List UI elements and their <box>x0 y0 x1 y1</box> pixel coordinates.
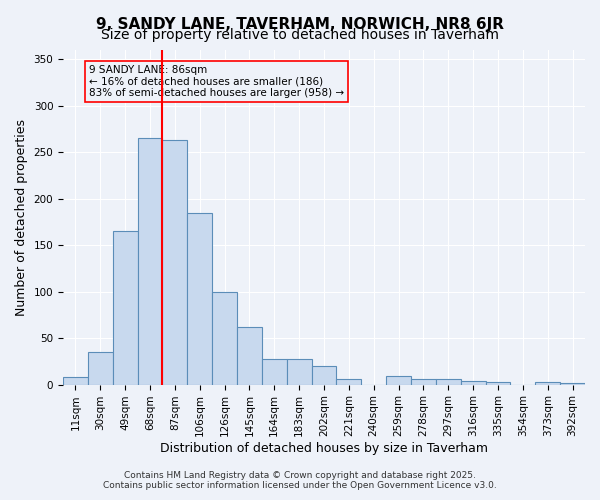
Bar <box>311 366 337 384</box>
Bar <box>212 292 237 384</box>
Y-axis label: Number of detached properties: Number of detached properties <box>15 119 28 316</box>
Bar <box>337 379 361 384</box>
Bar <box>113 231 137 384</box>
Text: Contains HM Land Registry data © Crown copyright and database right 2025.
Contai: Contains HM Land Registry data © Crown c… <box>103 470 497 490</box>
Bar <box>535 382 560 384</box>
Bar <box>237 327 262 384</box>
Bar <box>163 140 187 384</box>
Bar <box>63 377 88 384</box>
Bar <box>287 358 311 384</box>
Bar <box>560 382 585 384</box>
Bar <box>461 381 485 384</box>
Text: 9, SANDY LANE, TAVERHAM, NORWICH, NR8 6JR: 9, SANDY LANE, TAVERHAM, NORWICH, NR8 6J… <box>96 18 504 32</box>
Bar <box>88 352 113 384</box>
Bar <box>411 379 436 384</box>
Bar <box>187 212 212 384</box>
Bar <box>262 358 287 384</box>
Text: 9 SANDY LANE: 86sqm
← 16% of detached houses are smaller (186)
83% of semi-detac: 9 SANDY LANE: 86sqm ← 16% of detached ho… <box>89 65 344 98</box>
Text: Size of property relative to detached houses in Taverham: Size of property relative to detached ho… <box>101 28 499 42</box>
Bar <box>137 138 163 384</box>
X-axis label: Distribution of detached houses by size in Taverham: Distribution of detached houses by size … <box>160 442 488 455</box>
Bar <box>485 382 511 384</box>
Bar <box>436 379 461 384</box>
Bar <box>386 376 411 384</box>
